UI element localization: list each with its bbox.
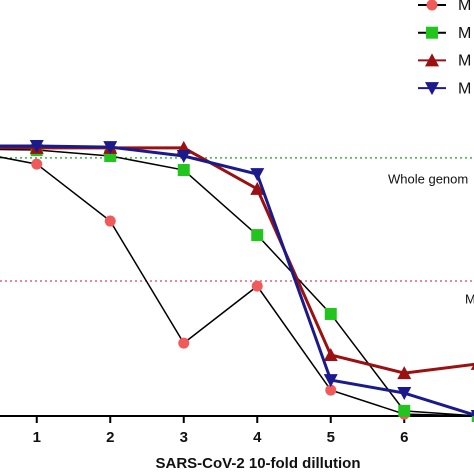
- data-point: [323, 374, 338, 388]
- data-point: [250, 168, 265, 182]
- data-point: [178, 337, 190, 349]
- data-point: [250, 181, 265, 195]
- legend-marker: [426, 0, 438, 11]
- series-line: [0, 145, 474, 375]
- data-point: [398, 404, 411, 417]
- reference-label: Whole genom: [388, 171, 468, 186]
- series: [0, 140, 474, 380]
- legend-marker: [425, 82, 439, 96]
- data-point: [397, 366, 412, 380]
- data-point: [470, 363, 474, 370]
- series-line: [0, 156, 474, 417]
- data-point: [176, 149, 191, 163]
- x-tick-label: 5: [327, 429, 335, 446]
- series-line: [0, 148, 474, 417]
- x-tick-label: 4: [253, 429, 262, 446]
- data-point: [251, 229, 264, 242]
- legend-label: M: [458, 25, 471, 42]
- reference-label: M: [465, 291, 474, 306]
- data-point: [324, 307, 337, 320]
- data-point: [177, 164, 190, 177]
- data-point: [29, 140, 44, 153]
- legend-marker: [426, 26, 438, 39]
- legend-marker: [425, 53, 439, 67]
- series: [0, 140, 474, 417]
- data-point: [323, 347, 338, 361]
- data-point: [470, 410, 474, 417]
- x-tick-label: 2: [106, 429, 114, 446]
- data-point: [251, 280, 263, 292]
- x-tick-label: 6: [400, 429, 408, 446]
- legend-label: M: [458, 53, 471, 70]
- data-point: [31, 158, 43, 170]
- data-point: [104, 215, 116, 227]
- data-point: [325, 384, 337, 396]
- series-line: [0, 144, 474, 417]
- x-tick-label: 3: [180, 429, 188, 446]
- x-axis-title: SARS-CoV-2 10-fold dillution: [156, 455, 361, 472]
- x-tick-label: 1: [33, 429, 41, 446]
- data-point: [103, 141, 118, 155]
- data-point: [397, 387, 412, 401]
- legend-label: M: [458, 80, 471, 97]
- legend-label: M: [458, 0, 471, 14]
